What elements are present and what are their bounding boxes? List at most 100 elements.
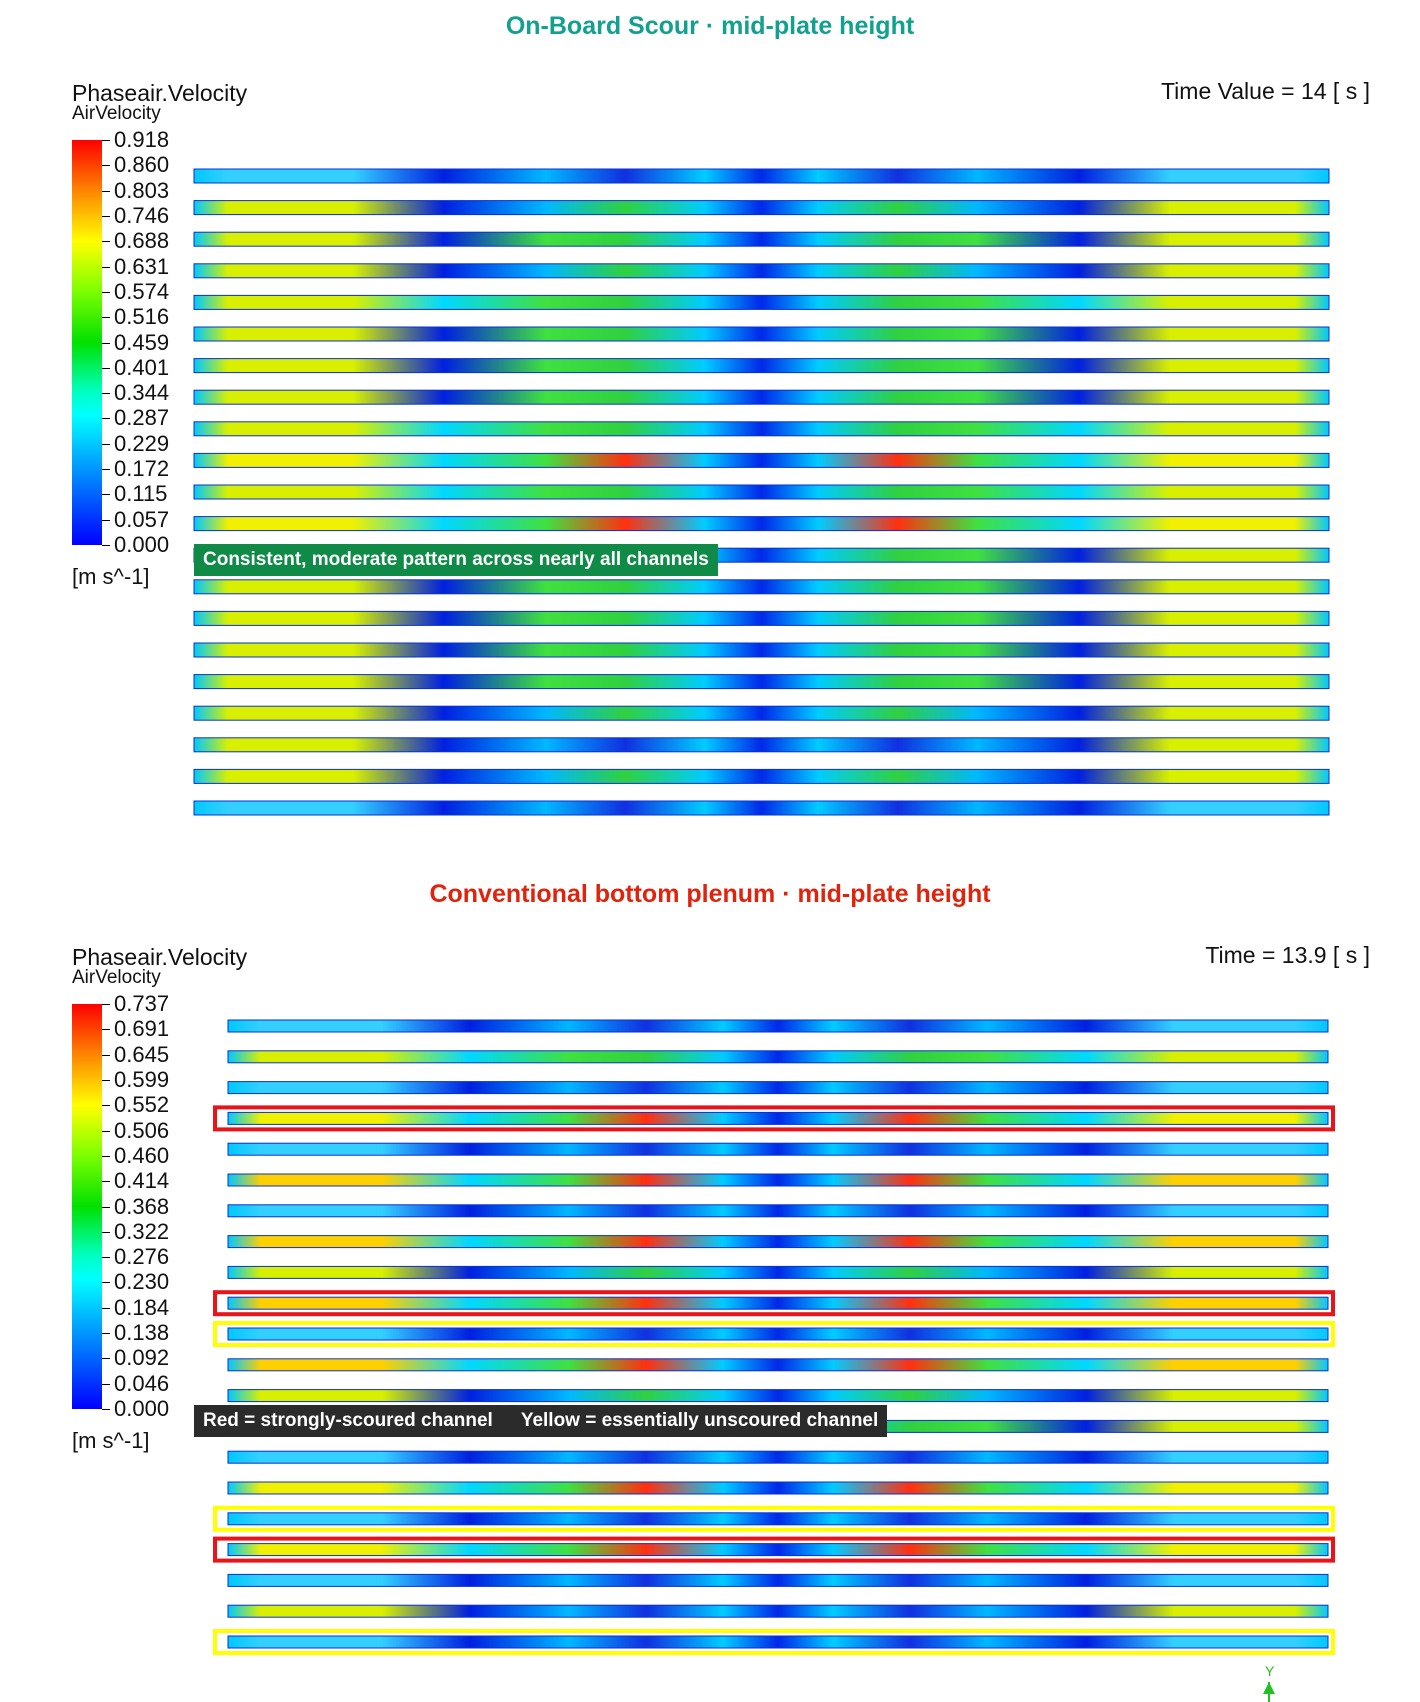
channel-strip [227, 1327, 1329, 1341]
channel-strip [227, 1081, 1329, 1095]
colorbar-tick [102, 1155, 110, 1157]
channel-strip [193, 200, 1330, 216]
channel-strip [227, 1265, 1329, 1279]
colorbar-label: 0.574 [114, 278, 170, 304]
colorbar-label: 0.401 [114, 354, 170, 380]
colorbar-label: 0.631 [114, 253, 170, 279]
colorbar-tick [102, 469, 110, 471]
unscoured-channel-box [213, 1629, 1335, 1655]
colorbar-tick [102, 1409, 110, 1410]
channel-strip [193, 421, 1330, 437]
unscoured-channel-box [213, 1321, 1335, 1347]
channel-strip [227, 1512, 1329, 1526]
bottom-velocity-field [213, 1019, 1335, 1655]
colorbar-label: 0.344 [114, 380, 170, 406]
colorbar-label: 0.057 [114, 506, 170, 532]
bottom-panel: Conventional bottom plenum · mid-plate h… [0, 868, 1420, 1702]
top-variable-subname: AirVelocity [72, 103, 161, 124]
colorbar-tick [102, 1257, 110, 1259]
channel-strip [193, 358, 1330, 374]
colorbar-label: 0.645 [114, 1041, 170, 1067]
colorbar-tick [102, 1206, 110, 1208]
bottom-colorbar-ticks [102, 1004, 116, 1410]
colorbar-tick [102, 215, 110, 217]
colorbar-label: 0.516 [114, 304, 170, 330]
channel-strip [193, 800, 1330, 816]
colorbar-tick [102, 443, 110, 445]
colorbar-tick [102, 1333, 110, 1335]
channel-strip [193, 579, 1330, 595]
colorbar-label: 0.860 [114, 152, 170, 178]
colorbar-label: 0.000 [114, 532, 170, 557]
yellow-box-legend: Yellow = essentially unscoured channel [520, 1410, 879, 1431]
top-panel: On-Board Scour · mid-plate height Phasea… [72, 12, 1370, 816]
top-time-value: Time Value = 14 [ s ] [1160, 78, 1370, 104]
colorbar-tick [102, 1383, 110, 1385]
channel-strip [193, 452, 1330, 468]
colorbar-tick [102, 1079, 110, 1081]
colorbar-tick [102, 1181, 110, 1183]
top-unit-label: [m s^-1] [72, 564, 150, 589]
channel-strip [193, 326, 1330, 342]
colorbar-label: 0.287 [114, 405, 170, 431]
colorbar-tick [102, 367, 110, 369]
bottom-colorbar [72, 1004, 102, 1409]
channel-strip [227, 1389, 1329, 1403]
scoured-channel-box [213, 1290, 1335, 1317]
colorbar-label: 0.414 [114, 1168, 170, 1194]
colorbar-label: 0.737 [114, 991, 170, 1016]
colorbar-label: 0.746 [114, 202, 170, 228]
colorbar-tick [102, 494, 110, 496]
channel-strip [227, 1450, 1329, 1464]
colorbar-label: 0.230 [114, 1269, 170, 1295]
bottom-panel-title: Conventional bottom plenum · mid-plate h… [429, 880, 991, 908]
colorbar-tick [102, 1282, 110, 1284]
channel-strip [193, 737, 1330, 753]
scoured-channel-box [213, 1105, 1335, 1132]
top-panel-title: On-Board Scour · mid-plate height [505, 12, 915, 40]
colorbar-tick [102, 1358, 110, 1360]
channel-strip [193, 674, 1330, 690]
colorbar-tick [102, 291, 110, 293]
channel-strip [193, 705, 1330, 721]
unscoured-channel-box [213, 1505, 1335, 1532]
channel-strip [193, 642, 1330, 658]
channel-strip [227, 1573, 1329, 1587]
channel-strip [227, 1019, 1329, 1033]
top-variable-name: Phaseair.Velocity [72, 80, 248, 106]
colorbar-label: 0.599 [114, 1066, 170, 1092]
colorbar-tick [102, 165, 110, 167]
colorbar-label: 0.115 [114, 481, 168, 507]
colorbar-tick [102, 545, 110, 546]
colorbar-tick [102, 519, 110, 521]
channel-strip [193, 484, 1330, 500]
colorbar-label: 0.138 [114, 1320, 170, 1346]
colorbar-tick [102, 342, 110, 344]
colorbar-label: 0.276 [114, 1244, 170, 1270]
channel-strip [227, 1235, 1329, 1249]
top-velocity-field [193, 168, 1330, 816]
colorbar-tick [102, 266, 110, 268]
colorbar-tick [102, 1105, 110, 1107]
channel-strip [227, 1635, 1329, 1649]
colorbar-label: 0.688 [114, 228, 170, 254]
colorbar-label: 0.000 [114, 1396, 170, 1421]
top-colorbar [72, 140, 102, 545]
channel-strip [227, 1543, 1329, 1557]
channel-strip [193, 389, 1330, 405]
bottom-legend-note: Red = strongly-scoured channel Yellow = e… [194, 1405, 888, 1437]
colorbar-label: 0.460 [114, 1142, 170, 1168]
channel-strip [193, 610, 1330, 626]
colorbar-label: 0.803 [114, 177, 170, 203]
colorbar-label: 0.184 [114, 1294, 170, 1320]
colorbar-label: 0.506 [114, 1117, 170, 1143]
channel-strip [193, 168, 1330, 184]
colorbar-tick [102, 1029, 110, 1031]
axis-y-label: Y [1265, 1664, 1275, 1679]
colorbar-tick [102, 1054, 110, 1056]
colorbar-label: 0.918 [114, 127, 170, 152]
colorbar-label: 0.172 [114, 456, 170, 482]
channel-strip [193, 263, 1330, 279]
scoured-channel-box [213, 1536, 1335, 1563]
colorbar-label: 0.552 [114, 1092, 170, 1118]
